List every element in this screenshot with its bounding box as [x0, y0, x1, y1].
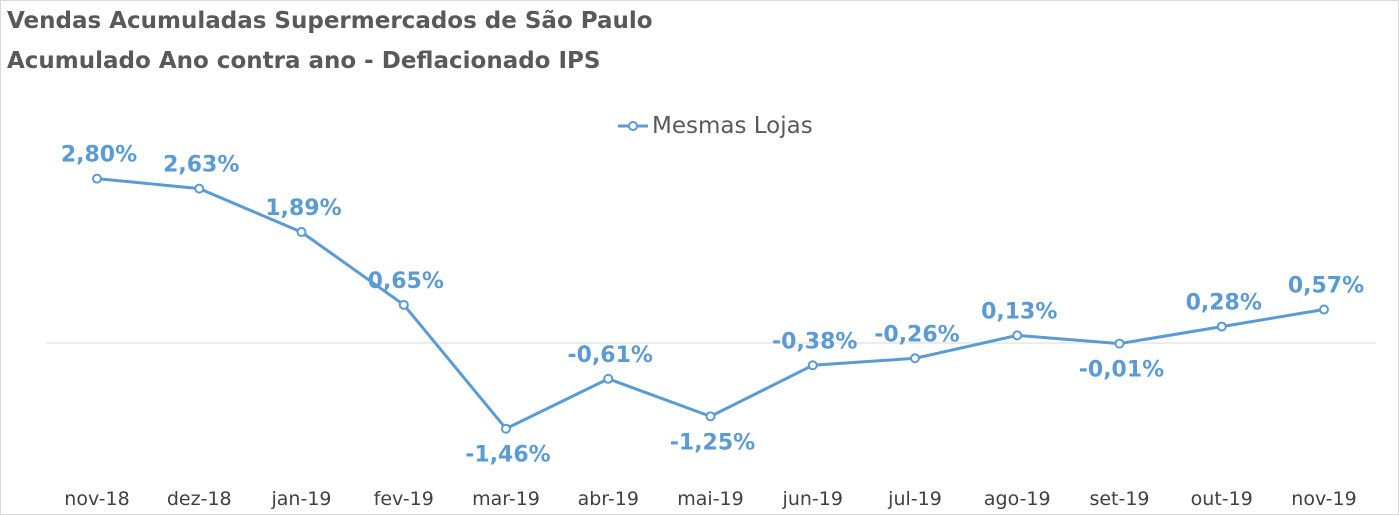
- data-label: -1,46%: [465, 443, 550, 468]
- data-label: 1,89%: [265, 196, 341, 221]
- data-point: [296, 227, 307, 238]
- data-label: 0,28%: [1186, 291, 1262, 316]
- data-point: [92, 173, 102, 184]
- x-tick-label: dez-18: [167, 488, 232, 510]
- data-label: -1,25%: [670, 430, 755, 455]
- data-label: -0,01%: [1079, 358, 1164, 383]
- x-tick-label: nov-19: [1291, 488, 1356, 510]
- x-tick-label: mai-19: [677, 488, 743, 510]
- data-point: [398, 299, 409, 310]
- x-tick-label: ago-19: [984, 488, 1051, 510]
- data-point: [1319, 304, 1329, 315]
- x-tick-label: mar-19: [472, 488, 540, 510]
- data-point: [1114, 338, 1125, 349]
- chart-title: Vendas Acumuladas Supermercados de São P…: [7, 8, 653, 34]
- data-point: [910, 353, 920, 364]
- x-tick-label: fev-19: [374, 488, 434, 510]
- data-label: 2,80%: [61, 143, 137, 168]
- x-tick-label: jun-19: [782, 488, 843, 510]
- legend-label: Mesmas Lojas: [652, 113, 813, 139]
- data-label: -0,26%: [874, 322, 959, 347]
- x-tick-label: jan-19: [271, 488, 332, 510]
- data-point: [603, 373, 614, 384]
- data-label: -0,61%: [568, 343, 653, 368]
- data-label: 2,63%: [163, 153, 239, 178]
- data-point: [1012, 330, 1023, 341]
- x-tick-label: abr-19: [578, 488, 639, 510]
- data-point: [194, 183, 205, 194]
- x-tick-label: set-19: [1089, 488, 1149, 510]
- x-tick-label: nov-18: [64, 488, 129, 510]
- data-label: 0,13%: [981, 299, 1057, 324]
- legend-line-marker-icon: [618, 121, 648, 131]
- legend: Mesmas Lojas: [618, 113, 813, 139]
- data-label: 0,65%: [368, 269, 444, 294]
- x-tick-label: jul-19: [887, 488, 942, 510]
- data-label: -0,38%: [772, 329, 857, 354]
- data-label: 0,57%: [1288, 274, 1364, 299]
- chart-subtitle: Acumulado Ano contra ano - Deflacionado …: [7, 48, 601, 74]
- data-point: [807, 360, 818, 371]
- data-point: [501, 423, 511, 434]
- data-point: [1216, 321, 1227, 332]
- data-point: [705, 411, 716, 422]
- x-tick-label: out-19: [1191, 488, 1253, 510]
